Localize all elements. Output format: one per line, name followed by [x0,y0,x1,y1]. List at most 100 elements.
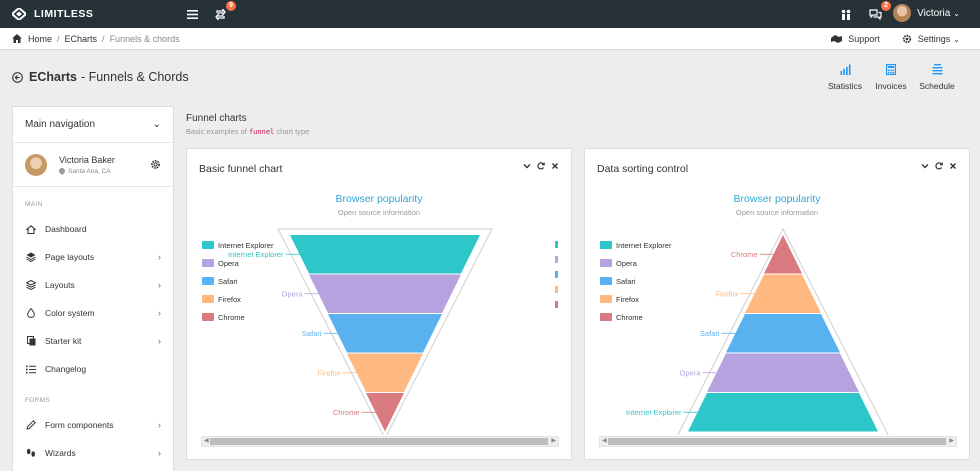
legend-swatch [202,295,214,303]
chat-bubbles-icon [868,8,882,20]
funnel-segment[interactable] [366,393,404,432]
chart-title: Browser popularity [335,193,423,205]
funnel-segment[interactable] [309,274,461,314]
avatar[interactable] [25,153,47,176]
sidebar-item-changelog[interactable]: Changelog [13,355,173,383]
user-menu[interactable]: Victoria ⌄ [893,4,960,22]
chart-scrollbar[interactable]: ◀ ▶ [201,436,559,447]
chart-scrollbar[interactable]: ◀ ▶ [599,436,957,447]
legend-item[interactable]: Safari [600,272,671,290]
settings-label: Settings [917,34,951,44]
funnel-segment[interactable] [726,314,840,353]
sidebar: Main navigation ⌄ Victoria Baker Santa A… [12,106,174,471]
statistics-button[interactable]: Statistics [822,64,868,91]
section-title: Funnel charts [186,113,247,124]
legend-item[interactable]: Firefox [202,290,273,308]
legend-item[interactable]: Internet Explorer [202,236,273,254]
segment-label: Firefox [318,368,341,377]
funnel-segment[interactable] [290,235,480,274]
legend-item[interactable]: Chrome [600,308,671,326]
sidebar-item-wizards[interactable]: Wizards › [13,439,173,467]
settings-dropdown[interactable]: Settings ⌄ [902,34,960,44]
breadcrumb-echarts[interactable]: ECharts [64,33,98,44]
legend-label: Opera [616,258,637,268]
legend-item[interactable]: Firefox [600,290,671,308]
droplet-icon [27,308,35,318]
legend-item[interactable]: Safari [202,272,273,290]
support-label: Support [848,34,880,44]
scroll-right-icon[interactable]: ▶ [551,438,556,444]
close-button[interactable] [551,162,559,170]
calendar-list-icon [932,64,942,75]
legend-item[interactable]: Opera [202,254,273,272]
sidebar-item-dashboard[interactable]: Dashboard [13,215,173,243]
invoices-button[interactable]: Invoices [868,64,914,91]
page-title: ECharts - Funnels & Chords [12,70,189,84]
sidebar-user-name[interactable]: Victoria Baker [59,154,115,165]
schedule-label: Schedule [919,81,955,91]
sidebar-item-color-system[interactable]: Color system › [13,299,173,327]
back-arrow-icon[interactable] [12,71,23,83]
scroll-right-icon[interactable]: ▶ [949,438,954,444]
breadcrumb-separator: / [102,33,105,44]
funnel-segment[interactable] [745,274,821,314]
users-icon [841,9,851,20]
legend-item[interactable]: Chrome [202,308,273,326]
funnel-chart: Chrome Firefox Safari Opera Internet Explore… [626,227,889,435]
funnel-chart: Internet Explorer Opera Safari Firefox Chrom… [228,228,493,435]
legend-label: Opera [218,258,239,268]
segment-label: Opera [680,368,702,377]
lifebuoy-icon [831,35,843,43]
schedule-button[interactable]: Schedule [914,64,960,91]
collapse-button[interactable] [921,162,929,170]
people-button[interactable] [838,6,854,22]
scroll-thumb[interactable] [210,438,548,445]
breadcrumb-current: Funnels & chords [109,33,180,44]
funnel-segment[interactable] [347,353,423,393]
updates-button[interactable]: 9 [212,1,236,22]
section-desc-text: chart type [276,127,310,136]
sidebar-item-label: Layouts [45,280,75,290]
sidebar-item-page-layouts[interactable]: Page layouts › [13,243,173,271]
sidebar-item-starter-kit[interactable]: Starter kit › [13,327,173,355]
sidebar-header[interactable]: Main navigation ⌄ [13,107,173,143]
chevron-down-icon[interactable]: ⌄ [152,119,161,130]
reload-button[interactable] [537,162,545,170]
user-settings-button[interactable] [150,159,161,170]
collapse-button[interactable] [523,162,531,170]
scroll-left-icon[interactable]: ◀ [204,438,209,444]
scroll-left-icon[interactable]: ◀ [602,438,607,444]
funnel-segment[interactable] [764,235,802,274]
stack-icon [26,280,36,290]
reload-icon [537,162,545,170]
chevron-right-icon: › [158,252,161,262]
support-link[interactable]: Support [831,34,880,44]
funnel-segment[interactable] [328,314,442,353]
legend-item[interactable]: Internet Explorer [600,236,671,254]
breadcrumb-separator: / [57,33,60,44]
sidebar-user: Victoria Baker Santa Ana, CA [13,143,173,187]
sidebar-toggle-button[interactable] [184,6,200,22]
sidebar-item-layouts[interactable]: Layouts › [13,271,173,299]
scroll-thumb[interactable] [608,438,946,445]
segment-label: Firefox [716,289,739,298]
section-desc-code: funnel [248,128,275,136]
bar-chart-icon [840,64,850,75]
chevron-down-icon [523,164,531,169]
card-header: Basic funnel chart [187,149,571,189]
legend-swatch [202,313,214,321]
sidebar-item-label: Page layouts [45,252,95,262]
legend-item[interactable]: Opera [600,254,671,272]
close-button[interactable] [949,162,957,170]
breadcrumb-home[interactable]: Home [28,33,53,44]
funnel-segment[interactable] [707,353,859,393]
brand-name: LIMITLESS [34,8,94,20]
chevron-down-icon: ⌄ [953,8,960,18]
messages-button[interactable]: 2 [867,1,891,22]
brand[interactable]: LIMITLESS [0,8,170,20]
brand-logo-icon [12,8,26,20]
chart-legend: Internet Explorer Opera Safari Firefox C… [202,236,273,326]
funnel-segment[interactable] [688,393,878,432]
reload-button[interactable] [935,162,943,170]
sidebar-item-form-components[interactable]: Form components › [13,411,173,439]
